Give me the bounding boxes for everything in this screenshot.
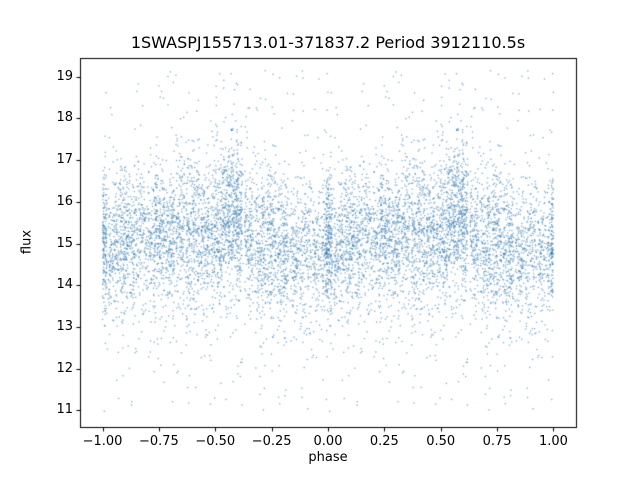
x-tick-label: 0.50 [426,434,456,449]
x-tick-label: −1.00 [82,434,123,449]
y-tick-label: 14 [56,277,73,293]
y-tick-label: 16 [56,193,73,209]
x-tick-label: −0.50 [195,434,236,449]
y-tick-label: 12 [56,360,73,376]
y-tick-label: 11 [56,402,73,418]
x-tick-label: 0.75 [482,434,512,449]
x-tick-label: 1.00 [538,434,568,449]
y-tick-label: 15 [56,235,73,251]
x-tick-label: −0.25 [251,434,292,449]
x-tick-label: −0.75 [138,434,179,449]
x-tick-label: 0.00 [313,434,343,449]
y-tick-label: 18 [56,110,73,126]
x-axis-label: phase [308,450,348,465]
x-tick-label: 0.25 [369,434,399,449]
y-tick-label: 19 [56,68,73,84]
y-tick-label: 13 [56,318,73,334]
y-tick-label: 17 [56,152,73,168]
chart-title: 1SWASPJ155713.01-371837.2 Period 3912110… [130,33,526,52]
